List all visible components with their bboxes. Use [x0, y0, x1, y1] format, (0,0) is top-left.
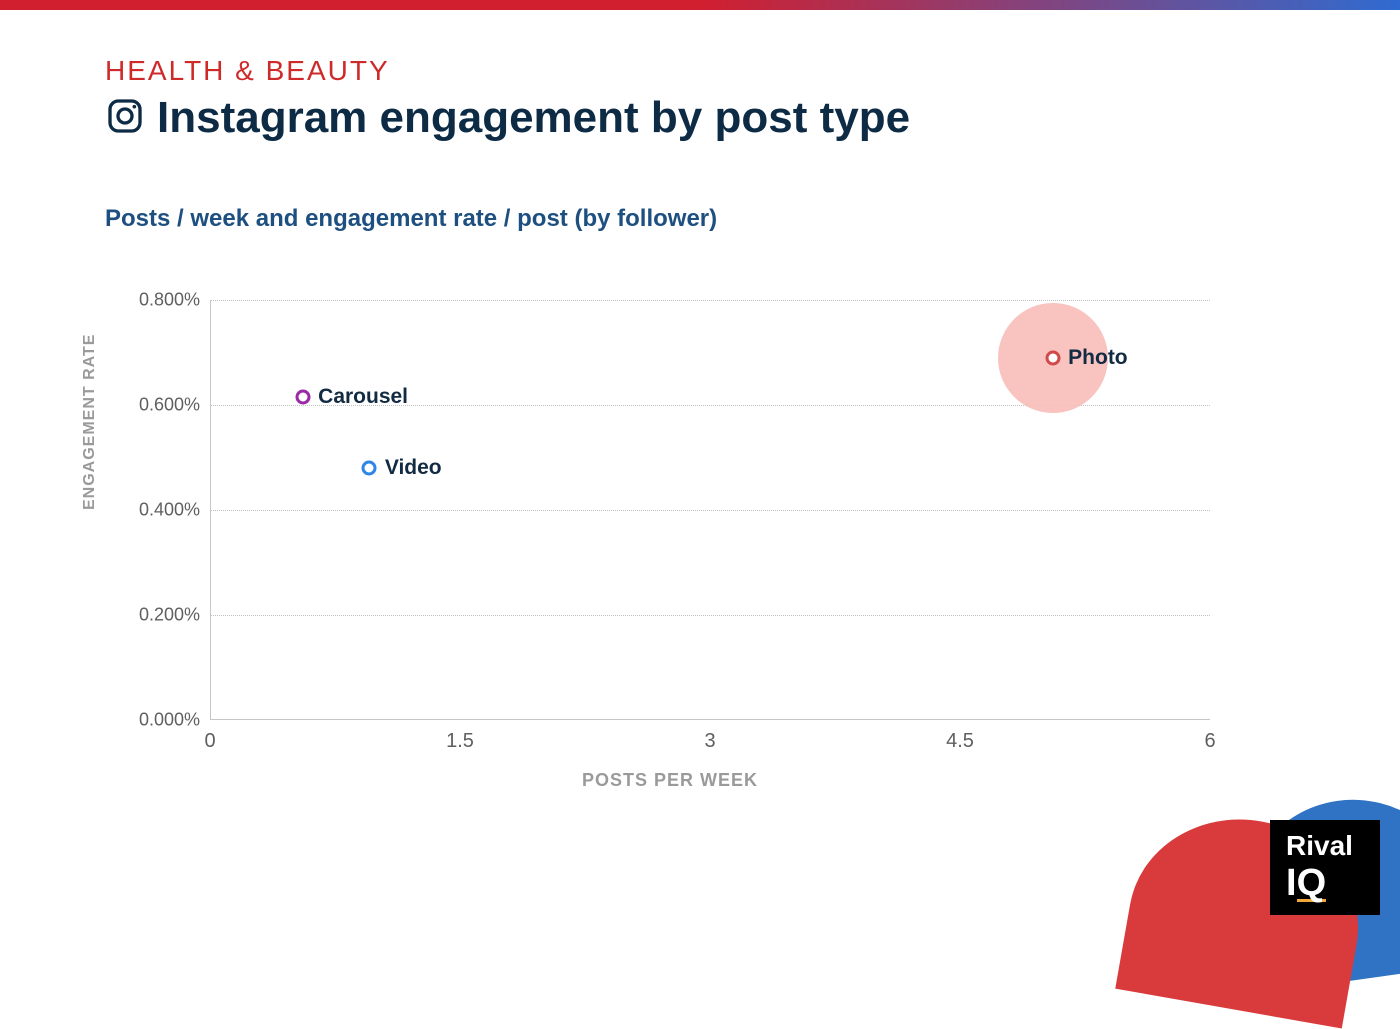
brand-logo: Rival IQ [1270, 820, 1380, 915]
logo-letter-q: Q [1297, 867, 1327, 902]
grid-line [211, 300, 1210, 301]
x-tick-label: 4.5 [946, 730, 974, 753]
title-row: Instagram engagement by post type [105, 93, 1295, 143]
logo-letter-i: I [1286, 862, 1297, 904]
x-axis-line [211, 719, 1210, 720]
y-tick-label: 0.400% [105, 500, 200, 521]
page-title: Instagram engagement by post type [157, 93, 910, 143]
data-point-label: Carousel [318, 385, 408, 409]
instagram-icon [105, 96, 145, 141]
x-tick-label: 1.5 [446, 730, 474, 753]
plot-area: Carousel Video Photo [210, 300, 1210, 720]
y-tick-label: 0.000% [105, 710, 200, 731]
category-label: HEALTH & BEAUTY [105, 55, 1295, 87]
logo-text-line2: IQ [1286, 862, 1326, 905]
y-tick-label: 0.600% [105, 395, 200, 416]
data-point-marker [1045, 350, 1060, 365]
data-point-marker [295, 390, 310, 405]
data-point-marker [362, 461, 377, 476]
chart-subtitle: Posts / week and engagement rate / post … [105, 205, 717, 233]
header: HEALTH & BEAUTY Instagram engagement by … [105, 55, 1295, 143]
y-axis-title: ENGAGEMENT RATE [81, 334, 99, 510]
top-accent-bar [0, 0, 1400, 10]
grid-line [211, 615, 1210, 616]
x-tick-label: 3 [704, 730, 715, 753]
grid-line [211, 510, 1210, 511]
x-tick-label: 0 [204, 730, 215, 753]
x-axis-title: POSTS PER WEEK [582, 770, 758, 791]
data-point-label: Photo [1068, 346, 1127, 370]
scatter-chart: ENGAGEMENT RATE CarouselVideoPhoto POSTS… [105, 300, 1235, 780]
corner-decoration: Rival IQ [1120, 750, 1400, 930]
data-point-label: Video [385, 456, 442, 480]
y-tick-label: 0.800% [105, 290, 200, 311]
logo-text-line1: Rival [1286, 830, 1353, 862]
y-tick-label: 0.200% [105, 605, 200, 626]
